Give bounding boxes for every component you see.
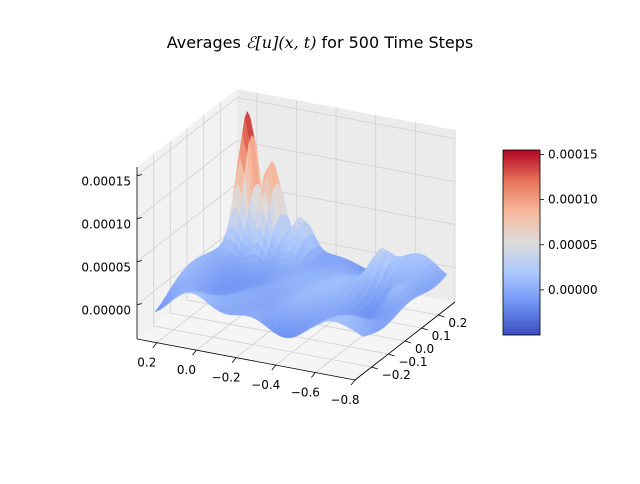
title-prefix: Averages	[167, 33, 246, 52]
x-tick-label: −0.2	[212, 371, 241, 385]
x-tick	[192, 350, 196, 355]
y-tick-label: 0.1	[432, 329, 451, 343]
x-tick-label: −0.6	[291, 386, 320, 400]
z-tick-label: 0.00000	[81, 304, 131, 318]
x-tick	[272, 365, 276, 370]
y-tick-label: −0.1	[398, 355, 427, 369]
x-tick-label: −0.4	[251, 378, 280, 392]
chart-title: Averages ℰ[u](x, t) for 500 Time Steps	[0, 33, 640, 52]
z-tick-label: 0.00005	[81, 261, 131, 275]
y-tick	[372, 367, 378, 369]
y-tick-label: 0.0	[415, 342, 434, 356]
title-suffix: for 500 Time Steps	[316, 33, 473, 52]
x-tick	[351, 380, 355, 385]
y-tick	[388, 354, 394, 356]
x-tick	[153, 343, 157, 348]
y-tick-label: −0.2	[382, 368, 411, 382]
y-tick	[438, 315, 444, 317]
colorbar-tick-label: 0.00005	[548, 238, 598, 252]
x-tick-label: −0.8	[330, 393, 359, 407]
colorbar-tick-label: 0.00015	[548, 148, 598, 162]
x-tick	[311, 373, 315, 378]
y-tick-label: 0.2	[448, 316, 467, 330]
y-tick	[422, 328, 428, 330]
x-tick	[232, 358, 236, 363]
z-tick-label: 0.00015	[81, 175, 131, 189]
title-math: ℰ[u](x, t)	[246, 33, 317, 52]
z-axis-ticks: 0.00000 0.00005 0.00010 0.00015	[81, 175, 142, 318]
z-tick-label: 0.00010	[81, 218, 131, 232]
colorbar-gradient	[503, 150, 540, 335]
x-tick-label: 0.0	[177, 363, 196, 377]
colorbar-tick-label: 0.00000	[548, 283, 598, 297]
x-tick-label: 0.2	[137, 356, 156, 370]
colorbar-tick-label: 0.00010	[548, 193, 598, 207]
y-tick	[405, 341, 411, 343]
colorbar: 0.00000 0.00005 0.00010 0.00015	[503, 148, 598, 335]
